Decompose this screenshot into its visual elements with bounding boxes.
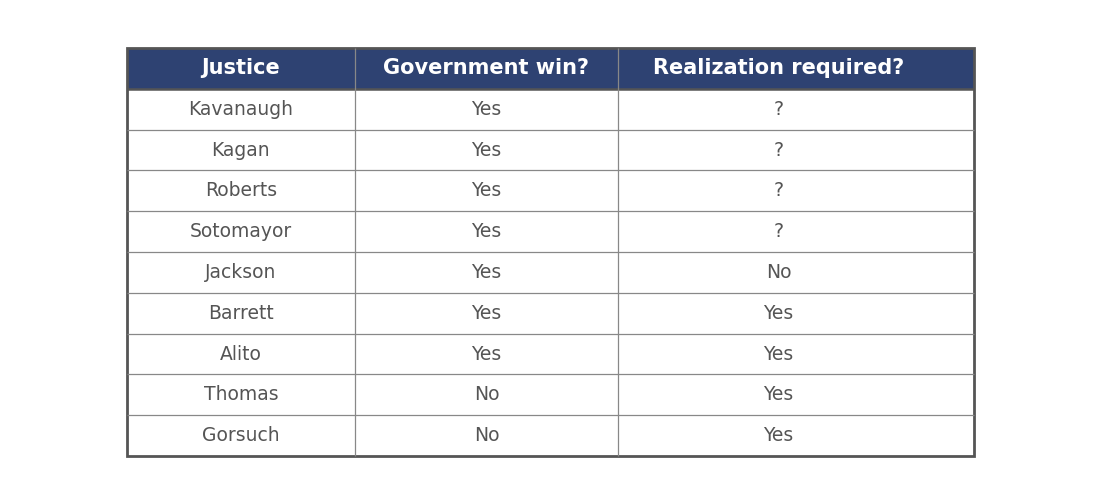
- Text: Justice: Justice: [201, 59, 280, 78]
- Text: Roberts: Roberts: [205, 181, 277, 200]
- Bar: [618, 415, 939, 456]
- Bar: [355, 89, 618, 130]
- Bar: [618, 293, 939, 334]
- Text: Yes: Yes: [763, 385, 794, 404]
- Bar: [126, 48, 974, 89]
- Text: Yes: Yes: [472, 263, 502, 282]
- Bar: [126, 374, 355, 415]
- Text: Yes: Yes: [472, 345, 502, 363]
- Bar: [126, 415, 355, 456]
- Text: Yes: Yes: [763, 304, 794, 323]
- Text: No: No: [766, 263, 791, 282]
- Text: ?: ?: [773, 222, 783, 241]
- Bar: [618, 211, 939, 252]
- Bar: [618, 334, 939, 374]
- Bar: [126, 130, 355, 170]
- Bar: [126, 89, 355, 130]
- Bar: [618, 170, 939, 211]
- Bar: [126, 334, 355, 374]
- Text: ?: ?: [773, 181, 783, 200]
- Text: Kavanaugh: Kavanaugh: [188, 100, 294, 119]
- Bar: [126, 170, 355, 211]
- Bar: [355, 415, 618, 456]
- Text: Sotomayor: Sotomayor: [189, 222, 292, 241]
- Text: Yes: Yes: [472, 100, 502, 119]
- Text: Barrett: Barrett: [208, 304, 274, 323]
- Text: Kagan: Kagan: [211, 141, 271, 159]
- Text: Yes: Yes: [763, 426, 794, 445]
- Text: Realization required?: Realization required?: [653, 59, 904, 78]
- Text: ?: ?: [773, 100, 783, 119]
- Bar: [126, 293, 355, 334]
- Bar: [126, 252, 355, 293]
- Bar: [355, 374, 618, 415]
- Text: Yes: Yes: [472, 141, 502, 159]
- Bar: [618, 89, 939, 130]
- Bar: [126, 211, 355, 252]
- Bar: [355, 334, 618, 374]
- Text: No: No: [474, 385, 499, 404]
- Bar: [618, 130, 939, 170]
- Bar: [126, 48, 974, 456]
- Text: Yes: Yes: [472, 304, 502, 323]
- Text: Yes: Yes: [472, 181, 502, 200]
- Text: Gorsuch: Gorsuch: [202, 426, 279, 445]
- Bar: [355, 293, 618, 334]
- Bar: [355, 211, 618, 252]
- Bar: [355, 170, 618, 211]
- Text: No: No: [474, 426, 499, 445]
- Text: Government win?: Government win?: [384, 59, 590, 78]
- Text: Jackson: Jackson: [206, 263, 276, 282]
- Bar: [355, 130, 618, 170]
- Bar: [355, 252, 618, 293]
- Text: Yes: Yes: [472, 222, 502, 241]
- Bar: [618, 374, 939, 415]
- Bar: [618, 252, 939, 293]
- Text: ?: ?: [773, 141, 783, 159]
- Text: Alito: Alito: [220, 345, 262, 363]
- Text: Yes: Yes: [763, 345, 794, 363]
- Text: Thomas: Thomas: [204, 385, 278, 404]
